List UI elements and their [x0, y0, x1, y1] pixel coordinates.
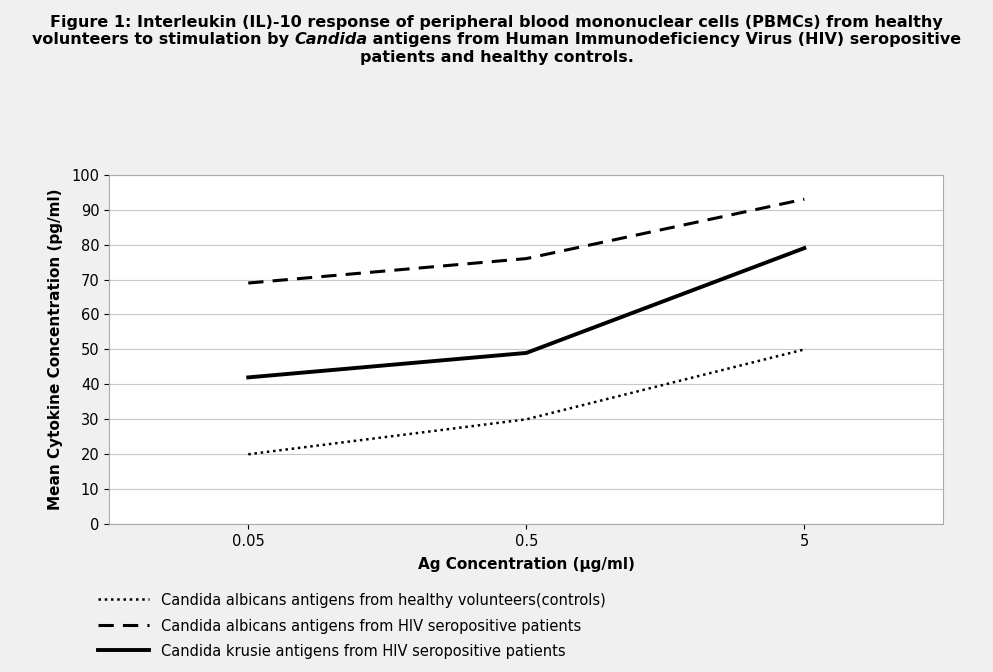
- Y-axis label: Mean Cytokine Concentration (pg/ml): Mean Cytokine Concentration (pg/ml): [49, 189, 64, 510]
- Text: antigens from Human Immunodeficiency Virus (HIV) seropositive: antigens from Human Immunodeficiency Vir…: [367, 32, 961, 47]
- Text: patients and healthy controls.: patients and healthy controls.: [359, 50, 634, 65]
- Text: volunteers to stimulation by: volunteers to stimulation by: [32, 32, 294, 47]
- Legend: Candida albicans antigens from healthy volunteers(controls), Candida albicans an: Candida albicans antigens from healthy v…: [92, 587, 612, 665]
- Text: Figure 1: Interleukin (IL)-10 response of peripheral blood mononuclear cells (PB: Figure 1: Interleukin (IL)-10 response o…: [50, 15, 943, 30]
- Text: Candida: Candida: [294, 32, 367, 47]
- X-axis label: Ag Concentration (µg/ml): Ag Concentration (µg/ml): [418, 557, 635, 573]
